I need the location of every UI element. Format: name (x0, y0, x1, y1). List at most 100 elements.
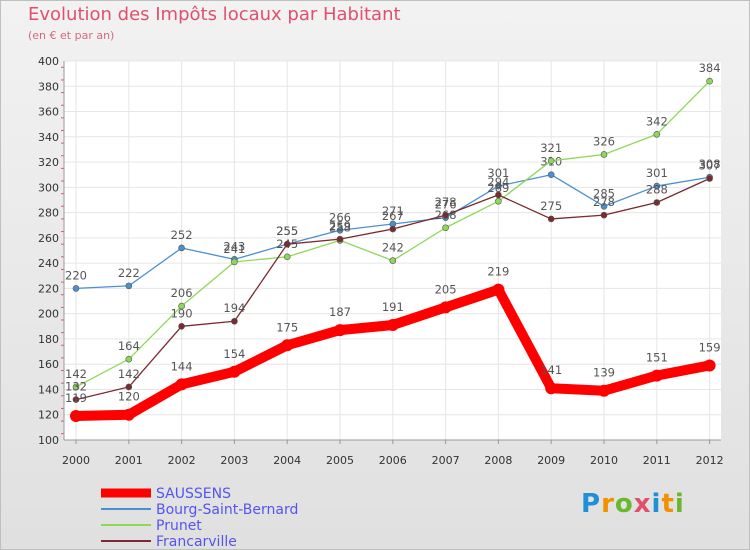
data-point (175, 378, 188, 391)
data-point (178, 302, 185, 310)
x-tick-label: 2009 (537, 454, 565, 467)
data-point (336, 235, 344, 243)
data-label: 191 (382, 300, 404, 314)
legend-label: Francarville (156, 534, 237, 549)
logo-letter: r (601, 489, 615, 519)
data-label: 271 (382, 204, 404, 218)
data-point (283, 253, 291, 261)
x-tick-label: 2005 (326, 454, 354, 467)
data-label: 278 (435, 195, 457, 209)
data-label: 132 (65, 380, 87, 394)
x-tick-label: 2001 (115, 454, 143, 467)
y-tick-label: 340 (38, 131, 59, 144)
logo-letter: i (674, 489, 685, 519)
data-label: 321 (540, 141, 562, 155)
data-label: 144 (171, 359, 193, 373)
logo-letter: x (633, 489, 652, 519)
data-label: 205 (435, 282, 457, 296)
data-label: 266 (329, 210, 351, 224)
data-point (442, 224, 449, 232)
data-label: 384 (699, 61, 721, 75)
y-tick-label: 260 (38, 232, 59, 245)
data-label: 275 (540, 199, 562, 213)
data-label: 288 (646, 182, 668, 196)
data-point (178, 244, 185, 252)
x-tick-label: 2008 (484, 454, 512, 467)
data-point (389, 257, 397, 264)
data-point (600, 202, 608, 210)
data-point (231, 258, 238, 266)
y-tick-label: 240 (38, 257, 59, 270)
proxiti-logo: Proxiti (581, 489, 685, 519)
data-point (283, 240, 291, 248)
data-point (72, 396, 80, 403)
data-point (386, 319, 399, 332)
y-tick-label: 120 (38, 409, 59, 422)
data-label: 308 (699, 157, 721, 171)
data-label: 255 (276, 224, 298, 238)
x-tick-label: 2006 (379, 454, 407, 467)
data-label: 252 (171, 228, 193, 242)
data-label: 139 (593, 366, 615, 380)
data-label: 242 (382, 241, 404, 255)
data-label: 259 (329, 219, 351, 233)
data-label: 342 (646, 114, 668, 128)
data-point (495, 197, 502, 205)
y-tick-label: 360 (38, 106, 59, 119)
logo-letter: t (661, 489, 675, 519)
data-label: 164 (118, 339, 140, 353)
data-label: 151 (646, 351, 668, 365)
data-label: 301 (646, 166, 668, 180)
data-label: 258 (329, 220, 351, 234)
data-label: 141 (540, 363, 562, 377)
x-tick-label: 2007 (432, 454, 460, 467)
logo-letter: P (581, 489, 602, 519)
x-tick-label: 2002 (168, 454, 196, 467)
data-label: 267 (382, 209, 404, 223)
chart-subtitle: (en € et par an) (28, 29, 115, 42)
y-tick-label: 200 (38, 308, 59, 321)
data-point (492, 283, 505, 296)
data-label: 219 (487, 265, 509, 279)
data-label: 220 (65, 268, 87, 282)
data-point (125, 383, 133, 391)
y-tick-label: 400 (38, 55, 59, 68)
data-label: 119 (65, 391, 87, 405)
data-point (653, 182, 661, 190)
data-label: 276 (435, 198, 457, 212)
data-point (334, 324, 346, 337)
y-tick-label: 300 (38, 181, 59, 194)
data-point (122, 408, 135, 421)
series-prunet: 142164206241245258242268289321326342384 (65, 61, 721, 391)
data-point (495, 182, 502, 190)
x-tick-label: 2012 (696, 454, 724, 467)
data-point (653, 199, 661, 206)
y-tick-label: 160 (38, 358, 59, 371)
data-point (706, 77, 713, 85)
legend-label: Prunet (156, 518, 202, 534)
data-point (495, 191, 502, 199)
x-tick-label: 2011 (643, 454, 671, 467)
data-point (72, 383, 80, 391)
data-label: 243 (223, 239, 245, 253)
data-label: 194 (223, 301, 245, 315)
data-label: 187 (329, 305, 351, 319)
data-point (547, 171, 555, 178)
y-tick-label: 320 (38, 156, 59, 169)
data-label: 241 (223, 242, 245, 256)
data-point (442, 211, 449, 219)
data-label: 326 (593, 134, 615, 148)
series-saussens: 119 120 144 154 175 187 191 205 219 141 139 151 159 (65, 265, 721, 422)
data-label: 206 (171, 286, 193, 300)
data-point (600, 211, 608, 219)
data-point (178, 322, 185, 330)
data-label: 159 (699, 340, 721, 354)
data-point (336, 226, 344, 234)
data-point (545, 382, 558, 395)
data-point (650, 369, 663, 382)
x-tick-label: 2010 (590, 454, 618, 467)
data-label: 120 (118, 390, 140, 404)
